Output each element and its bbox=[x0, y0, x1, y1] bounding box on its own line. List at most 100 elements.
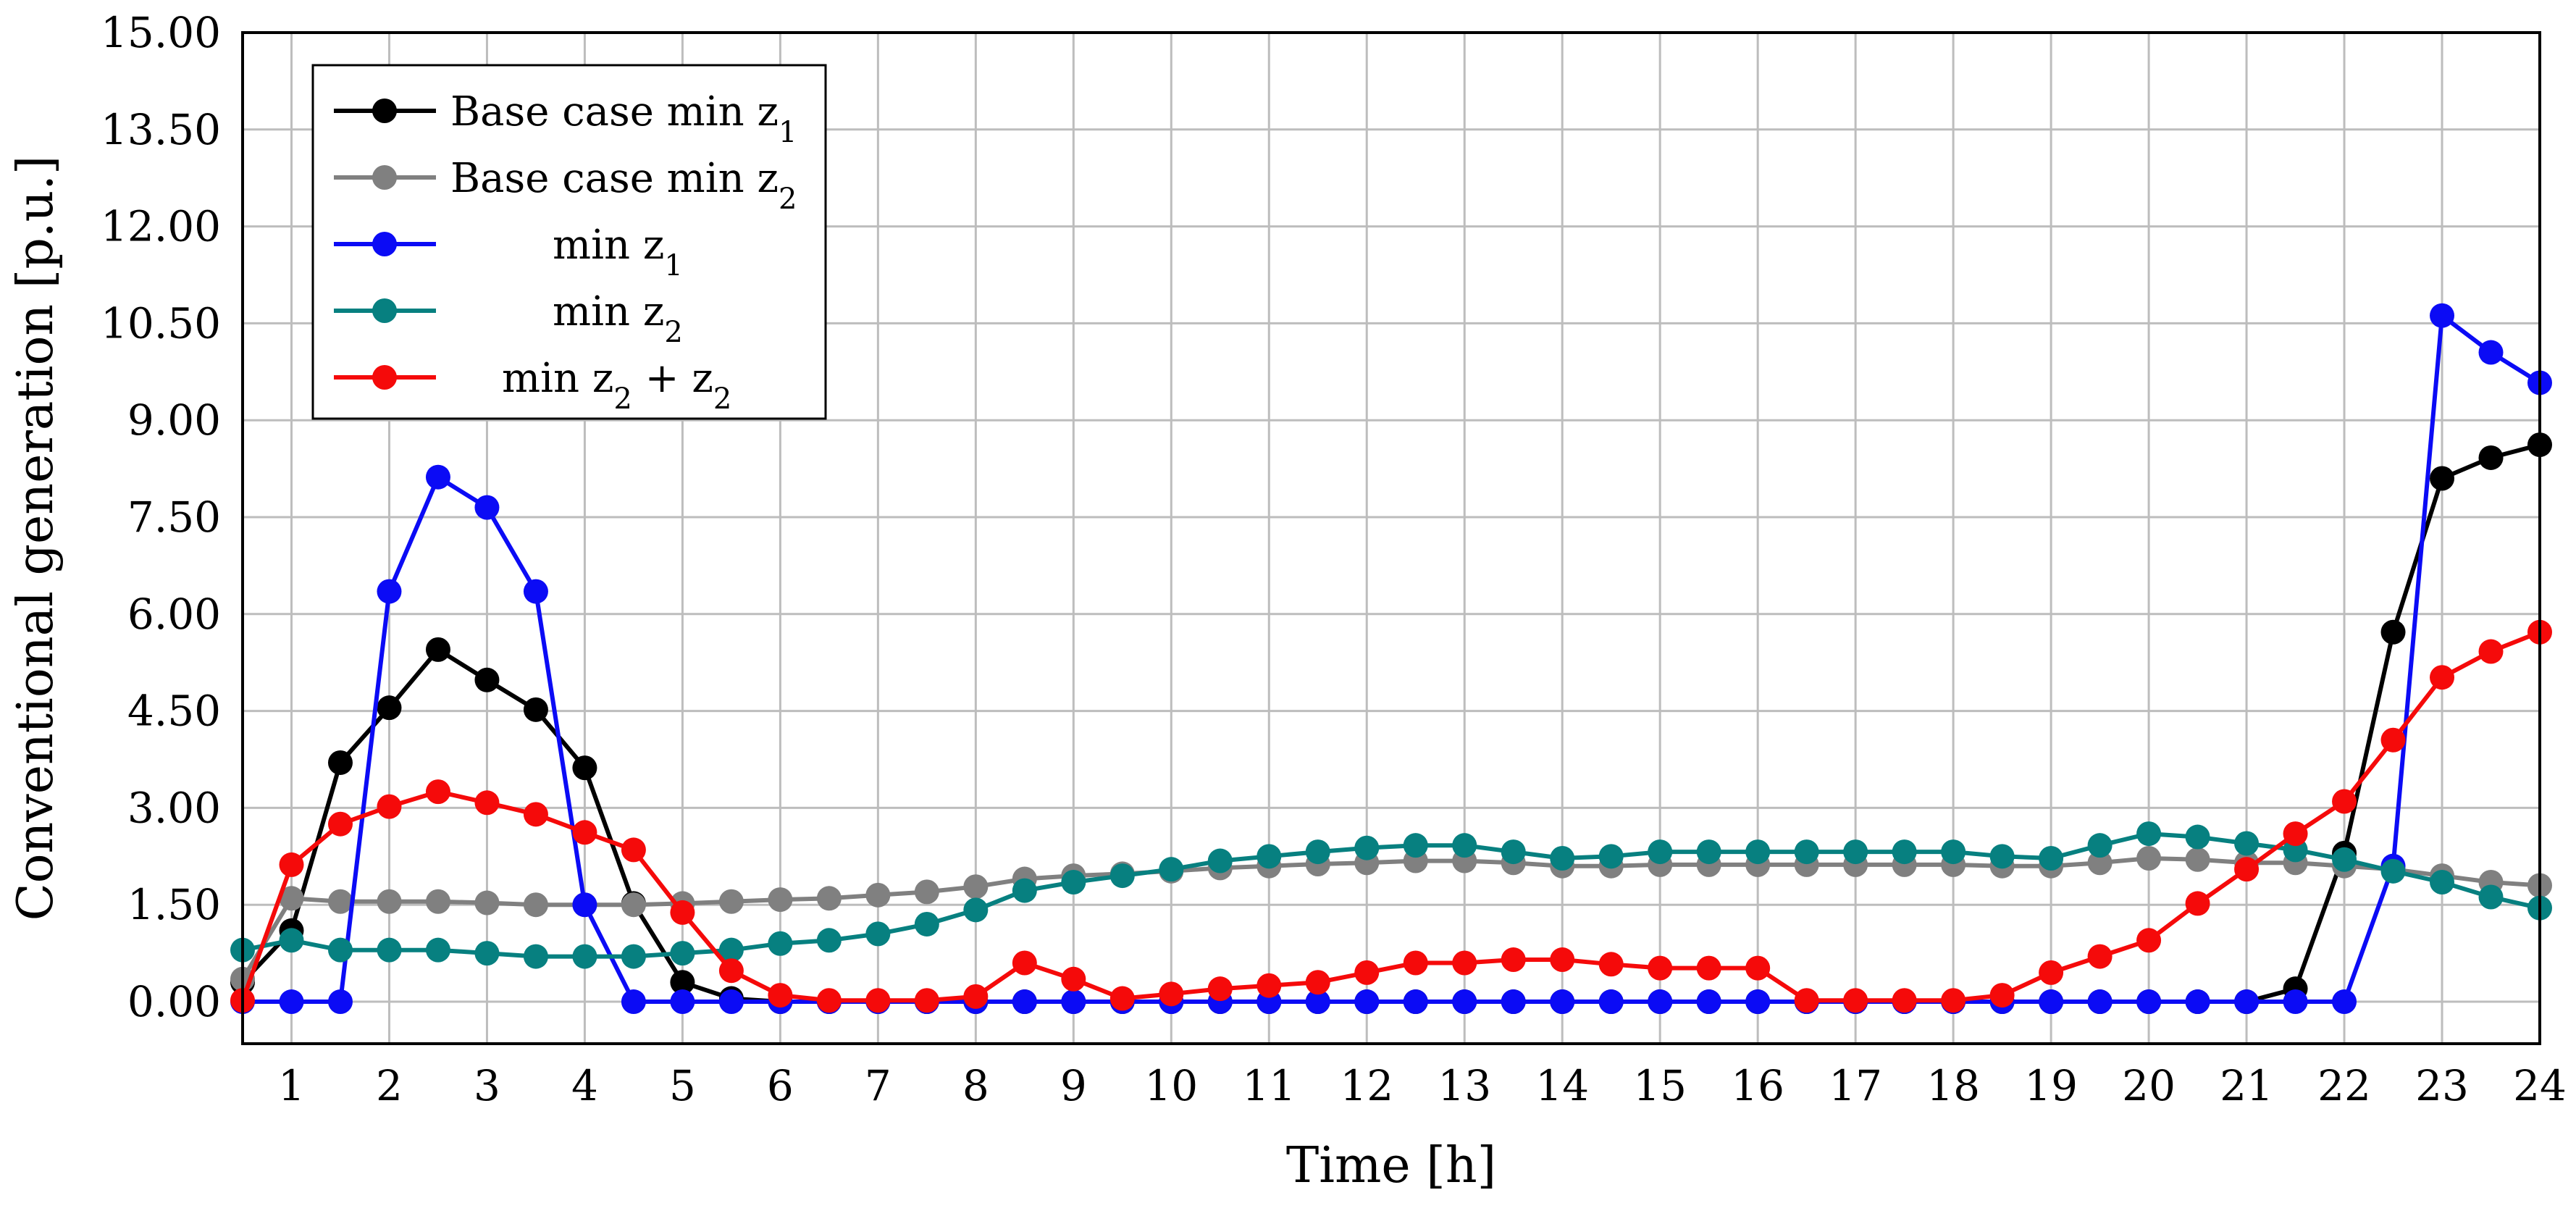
series-3 bbox=[230, 821, 2552, 969]
data-point bbox=[768, 983, 793, 1008]
data-point bbox=[1305, 839, 1330, 865]
legend-label-subscript: 1 bbox=[664, 249, 682, 282]
data-point bbox=[621, 837, 646, 863]
data-point bbox=[2234, 857, 2260, 882]
data-point bbox=[2234, 989, 2260, 1015]
data-point bbox=[523, 579, 548, 604]
data-point bbox=[1403, 950, 1428, 976]
y-tick-label: 10.50 bbox=[101, 298, 221, 348]
data-point bbox=[2039, 845, 2064, 871]
data-point bbox=[963, 874, 989, 900]
data-point bbox=[2185, 891, 2210, 916]
x-tick-label: 12 bbox=[1340, 1061, 1393, 1110]
x-tick-label: 13 bbox=[1438, 1061, 1491, 1110]
data-point bbox=[1501, 947, 1526, 973]
data-point bbox=[914, 911, 939, 936]
data-point bbox=[2136, 845, 2162, 871]
data-point bbox=[1109, 863, 1135, 889]
data-point bbox=[1207, 976, 1233, 1002]
legend-entry: min z1 bbox=[334, 222, 683, 282]
data-point bbox=[523, 697, 548, 722]
data-point bbox=[377, 794, 402, 819]
legend-label-subscript: 2 bbox=[664, 316, 682, 349]
legend-entry: Base case min z2 bbox=[334, 155, 797, 216]
x-tick-label: 19 bbox=[2024, 1061, 2078, 1110]
data-point bbox=[1452, 833, 1477, 858]
data-point bbox=[914, 988, 939, 1013]
y-tick-label: 6.00 bbox=[127, 590, 221, 639]
data-point bbox=[2283, 989, 2308, 1015]
data-point bbox=[1598, 989, 1624, 1015]
data-point bbox=[2234, 831, 2260, 856]
data-point bbox=[1696, 989, 1721, 1015]
data-point bbox=[670, 941, 695, 966]
data-point bbox=[327, 937, 353, 963]
legend-entry: min z2 bbox=[334, 288, 683, 349]
data-point bbox=[1696, 955, 1721, 981]
y-tick-label: 13.50 bbox=[101, 105, 221, 154]
x-tick-label: 15 bbox=[1633, 1061, 1687, 1110]
data-point bbox=[2087, 850, 2113, 876]
y-axis-title: Conventional generation [p.u.] bbox=[7, 156, 64, 921]
data-point bbox=[327, 750, 353, 775]
data-point bbox=[1843, 839, 1868, 865]
data-point bbox=[2380, 619, 2406, 645]
data-point bbox=[1305, 989, 1330, 1015]
data-point bbox=[2478, 445, 2504, 470]
data-point bbox=[2430, 869, 2455, 894]
data-point bbox=[425, 464, 450, 490]
y-tick-label: 9.00 bbox=[127, 395, 221, 445]
data-point bbox=[1256, 973, 1282, 998]
x-tick-label: 10 bbox=[1144, 1061, 1198, 1110]
data-point bbox=[2380, 727, 2406, 753]
data-point bbox=[327, 889, 353, 914]
data-point bbox=[1550, 947, 1575, 973]
data-point bbox=[1794, 988, 1819, 1013]
data-point bbox=[768, 887, 793, 913]
series-layer bbox=[230, 303, 2552, 1015]
data-point bbox=[2478, 340, 2504, 365]
data-point bbox=[865, 882, 891, 908]
data-point bbox=[621, 989, 646, 1015]
data-point bbox=[1159, 981, 1184, 1007]
data-point bbox=[2185, 824, 2210, 850]
data-point bbox=[1941, 839, 1966, 865]
data-point bbox=[1354, 835, 1380, 860]
legend-label-main: Base case min z bbox=[450, 155, 779, 202]
data-point bbox=[425, 889, 450, 914]
data-point bbox=[523, 892, 548, 918]
x-tick-label: 20 bbox=[2122, 1061, 2176, 1110]
legend-marker bbox=[372, 365, 397, 390]
data-point bbox=[474, 790, 500, 816]
data-point bbox=[2332, 989, 2357, 1015]
data-point bbox=[2430, 665, 2455, 690]
data-point bbox=[2185, 847, 2210, 872]
x-tick-label: 24 bbox=[2513, 1061, 2567, 1110]
data-point bbox=[2332, 847, 2357, 872]
x-tick-label: 1 bbox=[278, 1061, 305, 1110]
y-tick-label: 3.00 bbox=[127, 783, 221, 832]
legend-label-subscript: 2 bbox=[613, 382, 632, 416]
data-point bbox=[1648, 955, 1673, 981]
data-point bbox=[327, 811, 353, 837]
data-point bbox=[1941, 988, 1966, 1013]
data-point bbox=[377, 937, 402, 963]
y-tick-label: 12.00 bbox=[101, 202, 221, 251]
data-point bbox=[1892, 988, 1917, 1013]
x-tick-label: 7 bbox=[865, 1061, 891, 1110]
x-tick-label: 17 bbox=[1829, 1061, 1882, 1110]
data-point bbox=[670, 970, 695, 995]
data-point bbox=[572, 892, 597, 918]
x-tick-label: 21 bbox=[2220, 1061, 2273, 1110]
data-point bbox=[1501, 839, 1526, 865]
y-tick-label: 0.00 bbox=[127, 977, 221, 1026]
data-point bbox=[718, 958, 744, 984]
x-tick-label: 6 bbox=[767, 1061, 794, 1110]
legend-label-subscript: 2 bbox=[713, 382, 731, 416]
data-point bbox=[2039, 989, 2064, 1015]
data-point bbox=[2380, 858, 2406, 884]
data-point bbox=[1012, 878, 1037, 903]
data-point bbox=[2136, 821, 2162, 847]
